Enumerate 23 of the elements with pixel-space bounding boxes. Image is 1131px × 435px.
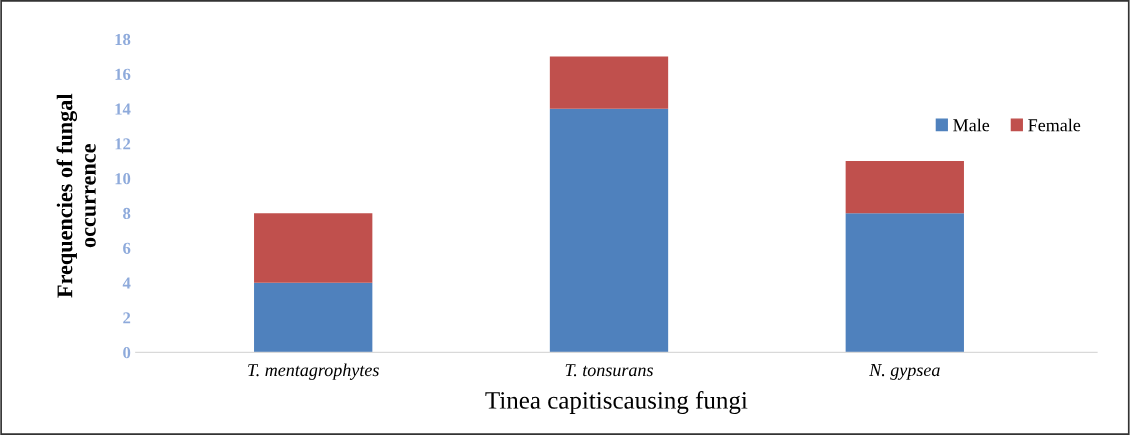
legend-label: Female <box>1028 118 1081 132</box>
x-tick-label: T. mentagrophytes <box>248 363 379 380</box>
x-tick-label: N. gypsea <box>869 364 940 380</box>
bar <box>845 160 964 214</box>
y-axis-title: Frequencies of fungal occurrence <box>56 93 96 298</box>
y-tick-label: 16 <box>115 68 131 80</box>
x-axis-title: Tinea capitiscausing fungi <box>485 391 748 414</box>
bar <box>549 108 669 353</box>
y-tick-label: 0 <box>123 347 131 359</box>
legend-label: Male <box>953 118 990 132</box>
y-tick-label: 12 <box>115 138 131 150</box>
bar <box>549 56 669 109</box>
y-tick-label: 10 <box>115 173 131 185</box>
y-tick-label: 18 <box>115 33 131 46</box>
bar <box>254 282 373 353</box>
y-tick-label: 6 <box>123 242 131 254</box>
x-tick-label: T. tonsurans <box>565 364 653 377</box>
bar <box>845 213 964 353</box>
y-tick-label: 14 <box>115 103 131 115</box>
bar <box>254 213 373 283</box>
y-tick-label: 2 <box>123 312 131 324</box>
y-tick-label: 8 <box>123 207 131 220</box>
y-tick-label: 4 <box>122 277 131 289</box>
